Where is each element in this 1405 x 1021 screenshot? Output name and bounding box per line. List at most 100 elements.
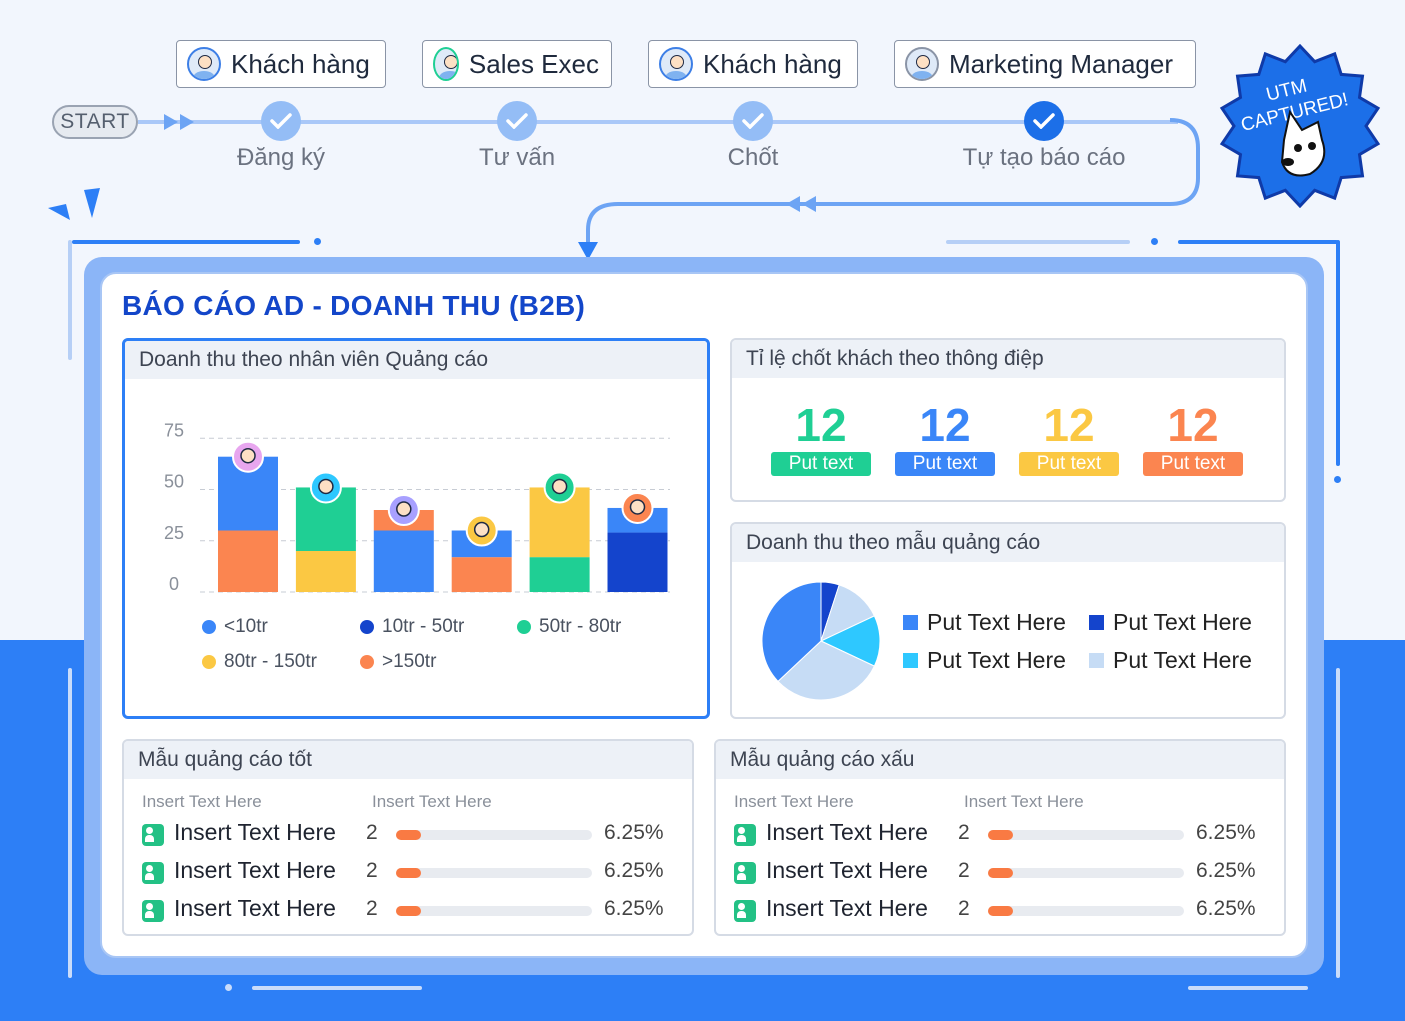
revenue-pie-chart bbox=[761, 581, 881, 701]
metric-card: 12 Put text bbox=[771, 400, 871, 476]
bar-segment bbox=[529, 557, 590, 592]
row-percent: 6.25% bbox=[1196, 859, 1256, 882]
legend-dot bbox=[517, 620, 531, 634]
staff-avatar-icon bbox=[232, 440, 264, 473]
metric-card: 12 Put text bbox=[1143, 400, 1243, 476]
progress-fill bbox=[988, 906, 1013, 916]
legend-swatch bbox=[1089, 615, 1104, 630]
user-group-icon bbox=[142, 862, 164, 884]
legend-label: 10tr - 50tr bbox=[382, 616, 465, 637]
panel-title: Doanh thu theo mẫu quảng cáo bbox=[732, 524, 1284, 562]
row-count: 2 bbox=[958, 897, 970, 920]
row-name: Insert Text Here bbox=[766, 857, 928, 883]
row-name: Insert Text Here bbox=[174, 895, 336, 921]
decor-line bbox=[1178, 240, 1338, 244]
decor-line bbox=[68, 668, 72, 978]
pie-legend-item: Put Text Here bbox=[1089, 647, 1252, 674]
flow-line bbox=[138, 120, 1178, 124]
decor-line bbox=[946, 240, 1130, 244]
bar-segment bbox=[295, 551, 356, 592]
pie-legend-item: Put Text Here bbox=[903, 647, 1066, 674]
decor-dot bbox=[314, 238, 321, 245]
staff-avatar-icon bbox=[465, 514, 498, 547]
user-group-icon bbox=[142, 900, 164, 922]
progress-fill bbox=[988, 830, 1013, 840]
panel-title: Mẫu quảng cáo xấu bbox=[716, 741, 1284, 779]
panel-title: Tỉ lệ chốt khách theo thông điệp bbox=[732, 340, 1284, 378]
avatar bbox=[905, 47, 939, 81]
row-percent: 6.25% bbox=[1196, 897, 1256, 920]
step-label-register: Đăng ký bbox=[236, 144, 326, 171]
step-check-icon bbox=[1024, 101, 1064, 141]
y-tick-label: 25 bbox=[164, 523, 184, 543]
table-row: Insert Text Here 2 6.25% bbox=[734, 819, 1256, 852]
role-label: Khách hàng bbox=[703, 48, 842, 79]
bar-segment bbox=[607, 532, 668, 592]
row-name: Insert Text Here bbox=[174, 857, 336, 883]
row-count: 2 bbox=[366, 897, 378, 920]
decor-line bbox=[1188, 986, 1308, 990]
metric-card: 12 Put text bbox=[895, 400, 995, 476]
row-count: 2 bbox=[958, 821, 970, 844]
bar-segment bbox=[451, 557, 512, 592]
legend-swatch bbox=[903, 615, 918, 630]
legend-item: <10tr bbox=[202, 616, 268, 638]
row-count: 2 bbox=[366, 859, 378, 882]
revenue-bar-chart: 0 25 50 75 bbox=[164, 420, 670, 594]
legend-dot bbox=[202, 620, 216, 634]
row-percent: 6.25% bbox=[604, 821, 664, 844]
progress-track bbox=[396, 906, 592, 916]
utm-captured-badge: UTM CAPTURED! bbox=[1219, 44, 1381, 208]
metric-label: Put text bbox=[1019, 452, 1119, 476]
progress-track bbox=[988, 906, 1184, 916]
panel-title: Doanh thu theo nhân viên Quảng cáo bbox=[125, 341, 707, 379]
flow-connector bbox=[578, 118, 1200, 260]
row-name: Insert Text Here bbox=[174, 819, 336, 845]
mascot-icon bbox=[1280, 109, 1326, 177]
metric-card: 12 Put text bbox=[1019, 400, 1119, 476]
pie-slice bbox=[761, 581, 822, 683]
avatar bbox=[433, 47, 459, 81]
legend-dot bbox=[202, 655, 216, 669]
row-name: Insert Text Here bbox=[766, 895, 928, 921]
table-row: Insert Text Here 2 6.25% bbox=[734, 895, 1256, 928]
progress-track bbox=[396, 868, 592, 878]
legend-item: >150tr bbox=[360, 651, 436, 673]
staff-avatar-icon bbox=[621, 491, 654, 524]
decor-dot bbox=[1151, 238, 1158, 245]
legend-label: 50tr - 80tr bbox=[539, 616, 622, 637]
pie-legend-item: Put Text Here bbox=[903, 609, 1066, 636]
y-tick-label: 75 bbox=[164, 420, 184, 440]
decor-dot bbox=[1334, 476, 1341, 483]
progress-fill bbox=[396, 868, 421, 878]
user-group-icon bbox=[734, 862, 756, 884]
legend-label: 80tr - 150tr bbox=[224, 651, 317, 672]
start-pill: START bbox=[52, 105, 138, 139]
step-check-icon bbox=[497, 101, 537, 141]
decor-line bbox=[1336, 240, 1340, 466]
row-count: 2 bbox=[958, 859, 970, 882]
metric-value: 12 bbox=[919, 399, 971, 451]
step-label-consult: Tư vấn bbox=[478, 144, 556, 171]
y-tick-label: 0 bbox=[169, 574, 179, 594]
staff-avatar-icon bbox=[309, 471, 342, 504]
row-name: Insert Text Here bbox=[766, 819, 928, 845]
column-header: Insert Text Here bbox=[964, 792, 1084, 811]
decor-dot bbox=[225, 984, 232, 991]
flow-arrow-icon bbox=[164, 114, 194, 130]
legend-label: >150tr bbox=[382, 651, 437, 672]
staff-avatar-icon bbox=[387, 494, 420, 526]
table-row: Insert Text Here 2 6.25% bbox=[142, 857, 664, 890]
progress-fill bbox=[396, 830, 421, 840]
progress-fill bbox=[988, 868, 1013, 878]
table-row: Insert Text Here 2 6.25% bbox=[734, 857, 1256, 890]
step-check-icon bbox=[261, 101, 301, 141]
metric-label: Put text bbox=[1143, 452, 1243, 476]
legend-item: 10tr - 50tr bbox=[360, 616, 464, 638]
pie-slice bbox=[777, 640, 876, 701]
role-customer-2: Khách hàng bbox=[648, 40, 858, 88]
pie-legend-item: Put Text Here bbox=[1089, 609, 1252, 636]
legend-label: Put Text Here bbox=[1113, 609, 1252, 635]
role-marketing-manager: Marketing Manager bbox=[894, 40, 1196, 88]
column-header: Insert Text Here bbox=[142, 792, 262, 811]
